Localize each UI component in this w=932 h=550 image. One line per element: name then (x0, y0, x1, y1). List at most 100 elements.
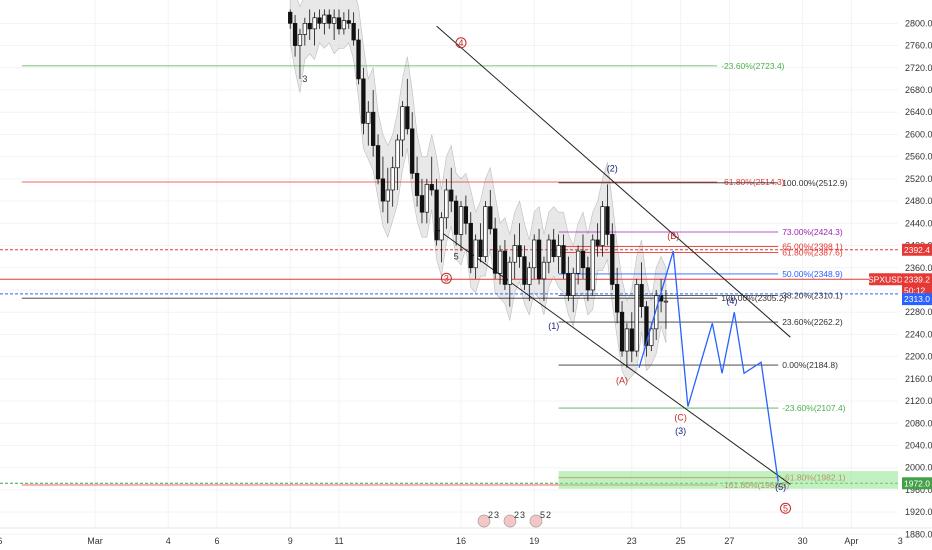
candle (380, 156, 386, 213)
wave-circle (455, 37, 467, 49)
candle-body (639, 284, 644, 307)
time-tick: 6 (214, 536, 219, 546)
candle-body (654, 295, 659, 330)
candle (356, 28, 361, 85)
wave-label: (4) (726, 296, 737, 306)
candle-body (385, 189, 390, 202)
candle (634, 278, 639, 357)
candle (297, 28, 303, 79)
candle (351, 12, 356, 46)
candle (502, 239, 508, 290)
event-badge-count: 3 (520, 510, 525, 520)
candle (497, 245, 503, 285)
fib-label: 100.00%(2305.2) (721, 293, 786, 303)
candle (449, 167, 454, 213)
fib-label: 100.00%(2512.9) (782, 178, 847, 188)
event-badge-count: 2 (546, 510, 551, 520)
time-tick: 27 (724, 536, 734, 546)
candle-body (497, 250, 503, 274)
candle-body (288, 11, 293, 24)
symbol-tag-bg (869, 273, 902, 286)
candle (556, 234, 561, 274)
price-tag: 2339.2 (904, 274, 930, 284)
candle (307, 9, 312, 40)
candle (546, 234, 551, 274)
candle-body (453, 200, 459, 235)
wave-label: 5 (454, 252, 459, 262)
candle-body (444, 189, 449, 219)
candle (453, 195, 459, 246)
time-tick: Mar (87, 536, 103, 546)
time-tick: 11 (334, 536, 343, 546)
price-tick: 2280.0 (905, 307, 932, 317)
candle (331, 9, 337, 40)
candle-body (356, 39, 361, 80)
price-tick: 2520.0 (905, 174, 932, 184)
price-tick: 1880.0 (905, 529, 932, 539)
price-tick: 2200.0 (905, 352, 932, 362)
candle-body (395, 139, 400, 169)
candle (478, 223, 483, 263)
fib-label: 38.20%(2310.1) (782, 290, 843, 300)
price-tick: 2560.0 (905, 152, 932, 162)
fib-label: -61.80%(2514.3) (721, 177, 784, 187)
candle-body (502, 250, 508, 285)
candle-body (322, 14, 327, 24)
candle (483, 201, 488, 263)
candle-body (600, 206, 605, 246)
candle-body (644, 306, 649, 346)
candle-body (439, 217, 444, 241)
candle-body (351, 22, 356, 41)
candle-body (458, 206, 464, 235)
price-tick: 2640.0 (905, 107, 932, 117)
candle-body (380, 178, 386, 202)
candle-body (341, 20, 347, 30)
event-badge-count: 2 (514, 510, 519, 520)
target-zone-rect (558, 471, 901, 489)
candle-body (517, 245, 522, 257)
candle-body (585, 267, 591, 291)
candle-body (346, 20, 351, 24)
price-tick: 2080.0 (905, 418, 932, 428)
candle-body (556, 245, 561, 257)
wave-label: 4 (458, 38, 463, 48)
candle-body (561, 245, 566, 274)
candle-body (424, 184, 429, 213)
candle (468, 212, 473, 274)
wave-label: (3) (675, 426, 686, 436)
candle (400, 101, 405, 157)
candle (463, 195, 469, 235)
target-zone (558, 471, 901, 489)
price-tag-bg (902, 273, 932, 286)
fib-label: 65.00%(2398.1) (782, 242, 843, 252)
candle (322, 9, 327, 35)
price-tick: 2600.0 (905, 129, 932, 139)
candle (424, 178, 429, 224)
fib-label: 50.00%(2348.9) (782, 269, 843, 279)
event-badge-count: 3 (494, 510, 499, 520)
candle (571, 267, 576, 313)
symbol-tag: SPXUSD (868, 274, 903, 284)
price-tick: 2480.0 (905, 196, 932, 206)
price-tick: 2000.0 (905, 463, 932, 473)
candle-body (551, 239, 556, 257)
candle-body (566, 272, 571, 296)
candle-body (327, 14, 332, 24)
candle (615, 267, 620, 324)
wave-label: (5) (775, 482, 786, 492)
time-tick: 9 (288, 536, 293, 546)
candle (419, 178, 425, 224)
candle-body (605, 206, 610, 235)
price-tick: 1960.0 (905, 485, 932, 495)
candle-body (361, 78, 366, 124)
candle-body (449, 189, 454, 202)
candle-body (590, 239, 595, 291)
time-tick: 30 (798, 536, 808, 546)
candle (629, 312, 634, 363)
candle (375, 134, 381, 185)
time-tick: 25 (676, 536, 686, 546)
event-badge-icon (503, 514, 517, 528)
candle-body (419, 195, 425, 213)
